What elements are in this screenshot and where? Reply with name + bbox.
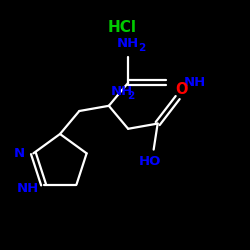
Text: HO: HO	[138, 155, 161, 168]
Text: NH: NH	[16, 182, 39, 195]
Text: 2: 2	[127, 91, 134, 101]
Text: NH: NH	[117, 37, 139, 50]
Text: 2: 2	[138, 43, 146, 53]
Text: N: N	[14, 147, 25, 160]
Text: O: O	[176, 82, 188, 97]
Text: NH: NH	[184, 76, 206, 89]
Text: HCl: HCl	[108, 20, 137, 36]
Text: NH: NH	[111, 85, 133, 98]
